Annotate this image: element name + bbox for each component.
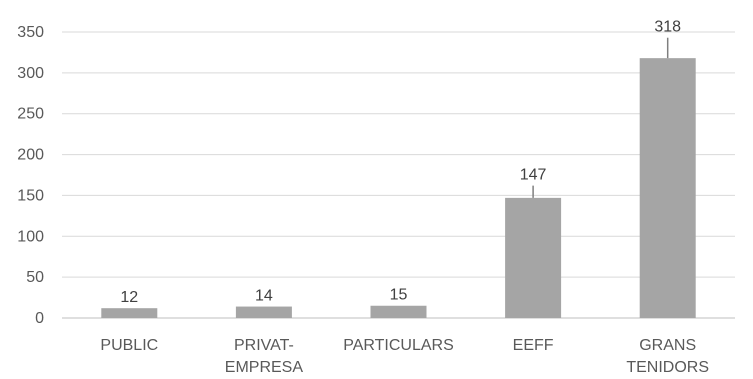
y-tick-label: 50	[26, 269, 44, 286]
error-bars	[532, 37, 669, 198]
x-category-label: PUBLIC	[100, 337, 158, 354]
x-category-label: PRIVAT-EMPRESA	[225, 337, 304, 376]
gridlines	[62, 31, 735, 319]
y-tick-label: 0	[35, 310, 44, 327]
data-label: 318	[654, 19, 681, 36]
bar	[101, 308, 158, 318]
y-tick-label: 350	[17, 24, 44, 41]
bars	[101, 58, 696, 319]
x-category-label: EEFF	[513, 337, 554, 354]
data-label: 15	[390, 287, 408, 304]
y-tick-label: 150	[17, 187, 44, 204]
y-tick-label: 100	[17, 228, 44, 245]
x-category-label: PARTICULARS	[343, 337, 454, 354]
data-label: 12	[120, 289, 138, 306]
y-tick-label: 300	[17, 65, 44, 82]
y-tick-label: 200	[17, 147, 44, 164]
y-tick-label: 250	[17, 106, 44, 123]
data-label: 14	[255, 288, 273, 305]
x-axis-categories: PUBLIC PRIVAT-EMPRESA PARTICULARS EEFF GRANS…	[100, 337, 709, 376]
data-label: 147	[520, 167, 547, 184]
bar	[639, 58, 696, 319]
y-axis-ticks: 0 50 100 150 200 250 300 350	[17, 24, 44, 327]
x-category-label: GRANS TENIDORS	[626, 337, 709, 376]
bar	[505, 197, 562, 318]
data-labels: 12 14 15 147 318	[120, 19, 681, 306]
bar	[370, 305, 427, 318]
bar	[235, 306, 292, 318]
